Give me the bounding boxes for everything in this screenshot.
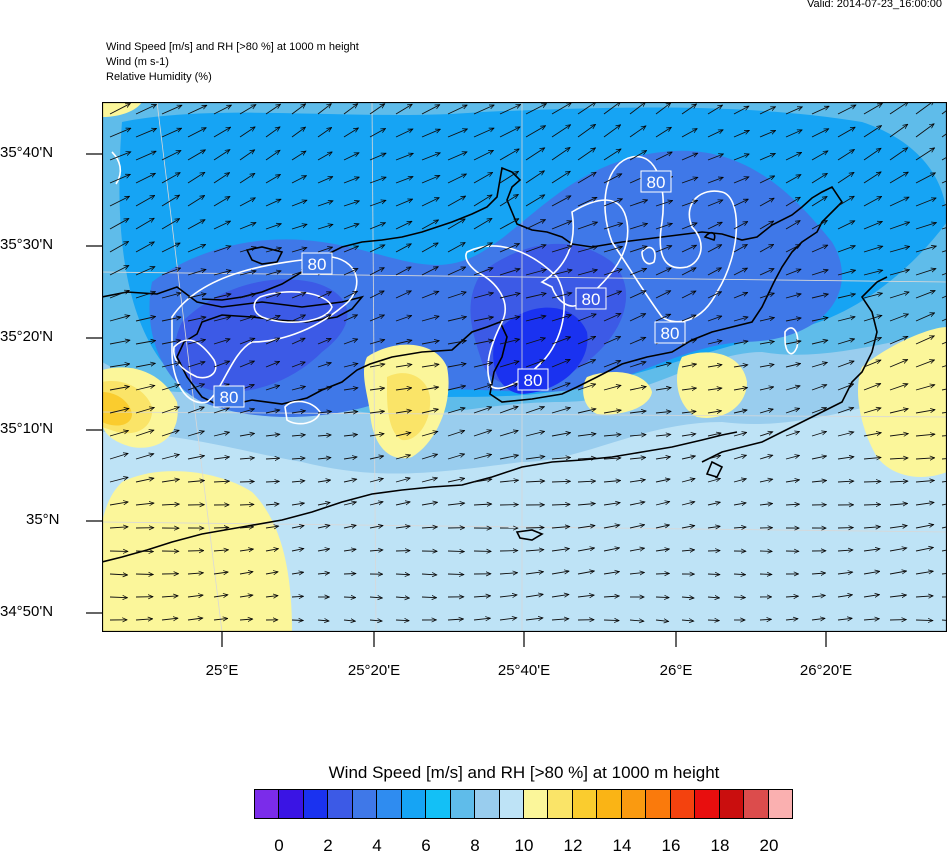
- legend-swatch: [475, 790, 499, 818]
- legend-swatch: [426, 790, 450, 818]
- legend-swatch: [548, 790, 572, 818]
- legend-swatch: [646, 790, 670, 818]
- legend-swatch: [597, 790, 621, 818]
- legend-label: 20: [760, 836, 779, 856]
- legend-swatch: [451, 790, 475, 818]
- lon-label: 25°E: [206, 662, 239, 679]
- legend-swatch: [353, 790, 377, 818]
- legend-swatch: [573, 790, 597, 818]
- legend-swatch: [695, 790, 719, 818]
- legend-swatch: [524, 790, 548, 818]
- legend-label: 16: [662, 836, 681, 856]
- legend-swatch: [744, 790, 768, 818]
- legend-swatch: [622, 790, 646, 818]
- lat-label: 35°30'N: [0, 236, 74, 253]
- legend-label: 4: [372, 836, 381, 856]
- lon-label: 25°40'E: [498, 662, 550, 679]
- legend-label: 14: [613, 836, 632, 856]
- legend-swatch: [377, 790, 401, 818]
- legend-label: 18: [711, 836, 730, 856]
- lon-label: 26°20'E: [800, 662, 852, 679]
- legend-label: 2: [323, 836, 332, 856]
- legend-label: 12: [564, 836, 583, 856]
- legend-swatch: [500, 790, 524, 818]
- lat-label: 34°50'N: [0, 603, 74, 620]
- axis-ticks: [0, 0, 948, 700]
- legend-swatch: [304, 790, 328, 818]
- legend-swatch: [402, 790, 426, 818]
- lon-label: 25°20'E: [348, 662, 400, 679]
- lat-label: 35°40'N: [0, 144, 74, 161]
- legend-label: 8: [470, 836, 479, 856]
- lat-label: 35°10'N: [0, 420, 74, 437]
- lat-label: 35°20'N: [0, 328, 74, 345]
- legend-title: Wind Speed [m/s] and RH [>80 %] at 1000 …: [0, 763, 948, 783]
- legend-colorbar: [254, 789, 793, 819]
- legend-swatch: [769, 790, 792, 818]
- legend-swatch: [255, 790, 279, 818]
- legend-label: 6: [421, 836, 430, 856]
- legend-swatch: [328, 790, 352, 818]
- legend-swatch: [279, 790, 303, 818]
- lon-label: 26°E: [660, 662, 693, 679]
- legend-label: 10: [515, 836, 534, 856]
- lat-label: 35°N: [26, 511, 100, 528]
- legend-label: 0: [274, 836, 283, 856]
- legend-swatch: [671, 790, 695, 818]
- legend-swatch: [720, 790, 744, 818]
